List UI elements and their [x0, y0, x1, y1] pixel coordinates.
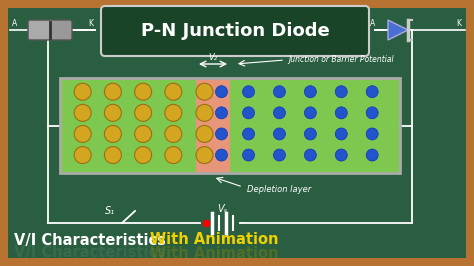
Text: V₂: V₂	[209, 52, 218, 61]
Circle shape	[273, 128, 285, 140]
Circle shape	[165, 83, 182, 100]
FancyBboxPatch shape	[28, 20, 72, 40]
Circle shape	[104, 126, 121, 143]
Circle shape	[196, 83, 213, 100]
Text: P-N Junction Diode: P-N Junction Diode	[141, 22, 329, 40]
Text: With Animation: With Animation	[150, 232, 279, 247]
Bar	[60, 78, 400, 173]
Circle shape	[366, 149, 378, 161]
Circle shape	[216, 86, 228, 98]
Circle shape	[273, 86, 285, 98]
Circle shape	[273, 107, 285, 119]
Circle shape	[74, 83, 91, 100]
Bar	[0, 258, 474, 266]
Text: With Animation: With Animation	[150, 246, 279, 260]
Text: -: -	[238, 217, 243, 230]
Polygon shape	[388, 20, 408, 40]
Text: A: A	[370, 19, 375, 28]
Text: K: K	[456, 19, 461, 28]
Circle shape	[165, 147, 182, 164]
Circle shape	[273, 149, 285, 161]
Circle shape	[335, 86, 347, 98]
Circle shape	[304, 107, 316, 119]
Circle shape	[74, 104, 91, 121]
Circle shape	[104, 83, 121, 100]
Text: Junction or Barrier Potential: Junction or Barrier Potential	[288, 55, 393, 64]
Circle shape	[165, 104, 182, 121]
Bar	[466, 0, 474, 266]
Text: V/I Characteristics: V/I Characteristics	[14, 246, 166, 260]
Circle shape	[196, 104, 213, 121]
Bar	[60, 78, 400, 173]
Circle shape	[243, 107, 255, 119]
Circle shape	[135, 147, 152, 164]
FancyBboxPatch shape	[29, 21, 49, 39]
Bar	[0, 0, 8, 266]
Circle shape	[104, 147, 121, 164]
Circle shape	[196, 147, 213, 164]
Circle shape	[304, 149, 316, 161]
Bar	[0, 0, 474, 8]
Text: K: K	[88, 19, 93, 28]
Circle shape	[335, 149, 347, 161]
Circle shape	[335, 128, 347, 140]
Circle shape	[366, 128, 378, 140]
Circle shape	[74, 147, 91, 164]
Circle shape	[216, 149, 228, 161]
Circle shape	[335, 107, 347, 119]
Text: A: A	[12, 19, 17, 28]
Circle shape	[196, 126, 213, 143]
Circle shape	[135, 104, 152, 121]
Text: V/I Characteristics: V/I Characteristics	[14, 232, 166, 247]
Circle shape	[165, 126, 182, 143]
Text: S₁: S₁	[105, 206, 115, 216]
Circle shape	[243, 128, 255, 140]
Circle shape	[74, 126, 91, 143]
Circle shape	[243, 149, 255, 161]
Circle shape	[104, 104, 121, 121]
Circle shape	[366, 86, 378, 98]
Circle shape	[216, 128, 228, 140]
Circle shape	[216, 107, 228, 119]
Text: Depletion layer: Depletion layer	[247, 185, 311, 193]
Circle shape	[366, 107, 378, 119]
Circle shape	[135, 126, 152, 143]
FancyBboxPatch shape	[101, 6, 369, 56]
Circle shape	[243, 86, 255, 98]
Bar	[196, 78, 230, 173]
Circle shape	[135, 83, 152, 100]
Circle shape	[304, 128, 316, 140]
Circle shape	[304, 86, 316, 98]
Text: Vₛ: Vₛ	[217, 204, 227, 214]
